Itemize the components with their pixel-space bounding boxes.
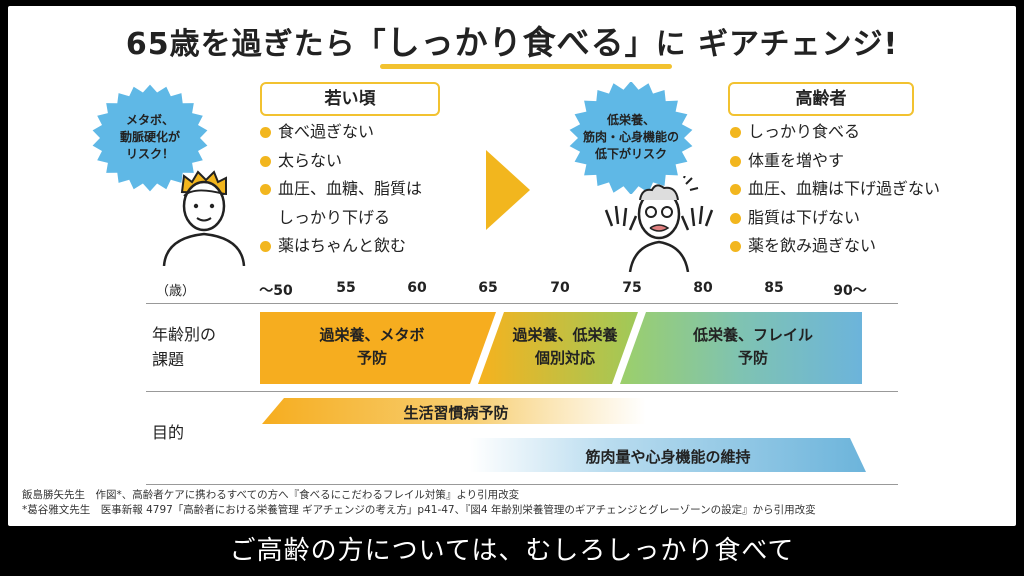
- issue-segment-3-label: 低栄養、フレイル 予防: [668, 324, 838, 370]
- purpose-bar-2: [470, 438, 866, 472]
- bullet-dot-icon: [260, 127, 271, 138]
- age-tick: 65: [478, 280, 498, 296]
- segment-line: 予防: [356, 349, 387, 367]
- bullet-dot-icon: [730, 127, 741, 138]
- purpose-bar-1: [262, 398, 646, 424]
- issue-segment-2: [478, 312, 638, 384]
- list-item: 血圧、血糖、脂質は: [260, 175, 422, 204]
- title-bracket-open: 「: [355, 27, 387, 62]
- segment-line: 個別対応: [534, 349, 595, 367]
- play-arrow-icon: [486, 150, 530, 230]
- list-item-text: 食べ過ぎない: [278, 122, 375, 141]
- elderly-header: 高齢者: [728, 82, 914, 116]
- divider: [146, 484, 898, 485]
- list-item: 血圧、血糖は下げ過ぎない: [730, 175, 940, 204]
- age-tick: 85: [764, 280, 784, 296]
- badge-line: 筋肉・心身機能の: [582, 130, 679, 144]
- badge-line: 動脈硬化が: [119, 130, 180, 144]
- title-highlight: しっかり食べる: [386, 23, 625, 62]
- issue-segment-1-label: 過栄養、メタボ 予防: [292, 324, 452, 370]
- segment-line: 過栄養、メタボ: [319, 326, 425, 344]
- title-bracket-close: 」: [624, 27, 656, 62]
- badge-line: 低栄養、: [606, 113, 655, 127]
- title-suffix: に ギアチェンジ!: [655, 27, 899, 62]
- title-prefix: 65歳を過ぎたら: [125, 27, 356, 62]
- divider: [146, 391, 898, 392]
- bullet-dot-icon: [730, 184, 741, 195]
- elderly-risk-badge: 低栄養、 筋肉・心身機能の 低下がリスク: [568, 112, 694, 163]
- young-risk-badge: メタボ、 動脈硬化が リスク！: [94, 112, 206, 163]
- list-item-text: 薬を飲み過ぎない: [748, 236, 877, 255]
- segment-line: 低栄養、フレイル: [692, 326, 813, 344]
- bullet-dot-icon: [730, 212, 741, 224]
- footnotes: 飯島勝矢先生 作図*、高齢者ケアに携わるすべての方へ『食べるにこだわるフレイル対…: [22, 488, 816, 518]
- badge-line: リスク！: [125, 147, 174, 161]
- list-item-text: 体重を増やす: [748, 150, 845, 170]
- list-item-text: しっかり下げる: [278, 207, 391, 227]
- age-unit-label: （歳）: [156, 284, 196, 299]
- elderly-list: しっかり食べる 体重を増やす 血圧、血糖は下げ過ぎない 脂質は下げない 薬を飲み…: [730, 118, 940, 261]
- divider: [146, 303, 898, 304]
- young-header: 若い頃: [260, 82, 440, 116]
- age-tick: 75: [622, 280, 642, 296]
- list-item-text: しっかり食べる: [748, 122, 861, 141]
- footnote-line: 飯島勝矢先生 作図*、高齢者ケアに携わるすべての方へ『食べるにこだわるフレイル対…: [22, 489, 520, 501]
- age-tick: 90〜: [833, 283, 867, 299]
- age-tick: 〜50: [259, 283, 293, 299]
- purpose-label: 目的: [152, 423, 185, 442]
- list-item: しっかり食べる: [730, 118, 940, 147]
- list-item: 薬を飲み過ぎない: [730, 232, 940, 261]
- badge-line: メタボ、: [125, 113, 174, 127]
- bullet-dot-icon: [730, 155, 741, 167]
- subtitle-caption: ご高齢の方については、むしろしっかり食べて: [229, 536, 795, 566]
- risk-badge-young-icon: [92, 84, 208, 192]
- bullet-dot-icon: [730, 241, 741, 252]
- list-item-text: 血圧、血糖は下げ過ぎない: [748, 179, 941, 198]
- list-item: 太らない: [260, 147, 422, 176]
- issues-label: 年齢別の 課題: [152, 322, 216, 372]
- list-item-text: 血圧、血糖、脂質は: [278, 179, 423, 198]
- list-item: 薬はちゃんと飲む: [260, 232, 422, 261]
- list-item: 体重を増やす: [730, 147, 940, 176]
- purpose-bar-1-label: 生活習慣病予防: [403, 404, 509, 422]
- slide-panel: 65歳を過ぎたら「しっかり食べる」に ギアチェンジ! メタボ、 動脈硬化が リス…: [8, 6, 1016, 526]
- bullet-dot-icon: [260, 184, 271, 195]
- issue-segment-2-label: 過栄養、低栄養 個別対応: [488, 324, 642, 370]
- issues-label-line: 年齢別の: [152, 325, 217, 344]
- footnote-line: *葛谷雅文先生 医事新報 4797「高齢者における栄養管理 ギアチェンジの考え方…: [22, 504, 816, 516]
- badge-line: 低下がリスク: [594, 147, 667, 161]
- bullet-dot-icon: [260, 241, 271, 252]
- segment-line: 予防: [737, 349, 768, 367]
- purpose-bars-graphic: [262, 398, 866, 472]
- list-item-continuation: しっかり下げる: [260, 204, 422, 233]
- issues-bar-graphic: [260, 312, 862, 384]
- young-list: 食べ過ぎない 太らない 血圧、血糖、脂質は しっかり下げる 薬はちゃんと飲む: [260, 118, 422, 261]
- issue-segment-1: [260, 312, 496, 384]
- list-item: 脂質は下げない: [730, 204, 940, 233]
- list-item-text: 脂質は下げない: [748, 207, 861, 227]
- issues-label-line: 課題: [152, 350, 185, 369]
- risk-badge-elderly-icon: [569, 82, 693, 194]
- age-tick: 70: [550, 280, 570, 296]
- title-underline: [380, 64, 672, 69]
- purpose-bar-2-label: 筋肉量や心身機能の維持: [585, 448, 751, 466]
- age-tick: 80: [693, 280, 713, 296]
- segment-line: 過栄養、低栄養: [512, 326, 618, 344]
- page-title: 65歳を過ぎたら「しっかり食べる」に ギアチェンジ!: [8, 16, 1016, 64]
- young-man-icon: [162, 170, 246, 266]
- issue-segment-3: [620, 312, 862, 384]
- list-item: 食べ過ぎない: [260, 118, 422, 147]
- age-tick: 60: [407, 280, 427, 296]
- age-tick: 55: [336, 280, 356, 296]
- elderly-man-icon: [604, 176, 714, 272]
- list-item-text: 太らない: [278, 150, 343, 170]
- bullet-dot-icon: [260, 155, 271, 167]
- list-item-text: 薬はちゃんと飲む: [278, 236, 407, 255]
